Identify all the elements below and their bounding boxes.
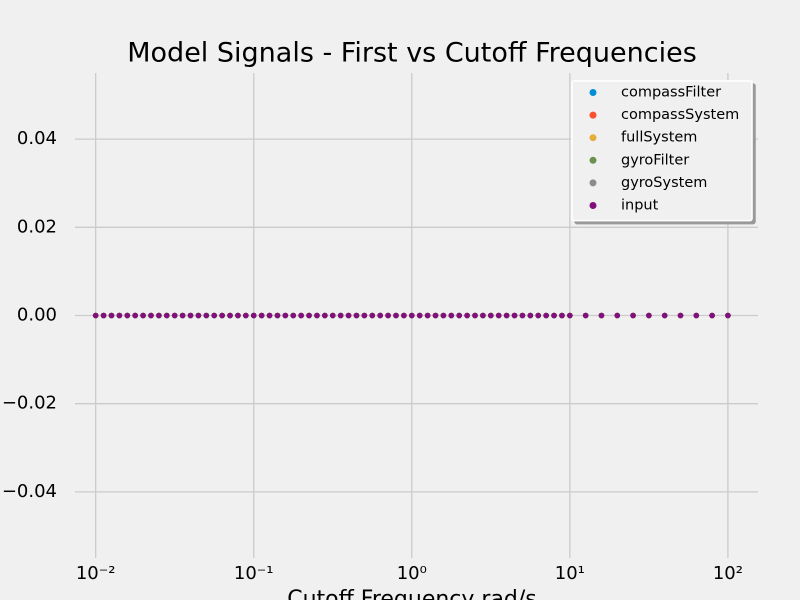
legend-label: gyroSystem: [621, 175, 707, 191]
legend-label: gyroFilter: [621, 152, 689, 168]
point: [630, 312, 636, 319]
point: [408, 312, 415, 319]
point: [243, 312, 249, 319]
point: [258, 312, 265, 319]
point: [361, 312, 368, 319]
point: [140, 312, 146, 319]
point: [266, 312, 273, 319]
point: [211, 312, 218, 319]
y-tick-label: 0.02: [17, 216, 57, 237]
y-tick-label: 0.04: [17, 128, 57, 149]
point: [100, 312, 107, 319]
point: [274, 312, 281, 319]
y-tick-label: 0.00: [17, 305, 57, 326]
legend-label: fullSystem: [621, 130, 697, 146]
point: [535, 312, 542, 319]
point: [116, 312, 123, 319]
x-tick-label: 10⁻¹: [234, 563, 274, 584]
legend-marker: [589, 111, 597, 119]
point: [646, 312, 652, 319]
legend-box: [571, 80, 753, 222]
point: [614, 312, 621, 319]
legend-marker: [589, 156, 597, 164]
point: [488, 312, 494, 319]
point: [598, 312, 605, 319]
point: [345, 312, 352, 319]
point: [92, 312, 99, 319]
point: [156, 312, 162, 319]
legend-label: input: [621, 198, 659, 214]
point: [511, 312, 518, 319]
y-tick-label: −0.04: [2, 481, 57, 502]
point: [464, 312, 470, 319]
point: [132, 312, 138, 319]
point: [495, 312, 502, 319]
x-tick-label: 10¹: [555, 563, 585, 584]
point: [432, 312, 439, 319]
point: [503, 312, 510, 319]
point: [282, 312, 289, 319]
point: [677, 312, 684, 319]
point: [725, 312, 731, 319]
point: [377, 312, 383, 319]
point: [559, 312, 565, 319]
point: [369, 312, 376, 319]
point: [227, 312, 233, 319]
point: [298, 312, 304, 319]
point: [456, 312, 463, 319]
point: [551, 312, 557, 319]
point: [250, 312, 257, 319]
point: [709, 312, 715, 319]
point: [329, 312, 336, 319]
legend-marker: [589, 134, 597, 142]
point: [108, 312, 115, 319]
point: [393, 312, 399, 319]
point: [290, 312, 297, 319]
legend-label: compassFilter: [621, 85, 721, 101]
point: [306, 312, 312, 319]
legend-label: compassSystem: [621, 107, 739, 123]
x-tick-label: 10⁰: [397, 563, 427, 584]
point: [424, 312, 431, 319]
point: [480, 312, 486, 319]
y-tick-label: −0.02: [2, 393, 57, 414]
point: [527, 312, 534, 319]
point: [661, 312, 668, 319]
point: [353, 312, 360, 319]
chart-title: Model Signals - First vs Cutoff Frequenc…: [127, 38, 697, 69]
x-axis-label: Cutoff Frequency rad/s: [287, 587, 537, 600]
point: [519, 312, 526, 319]
point: [314, 312, 320, 319]
point: [187, 312, 194, 319]
point: [385, 312, 391, 319]
point: [163, 312, 170, 319]
point: [448, 312, 455, 319]
point: [195, 312, 202, 319]
point: [416, 312, 423, 319]
point: [124, 312, 131, 319]
point: [203, 312, 210, 319]
point: [567, 312, 573, 319]
legend-marker: [589, 89, 597, 96]
point: [219, 312, 225, 319]
point: [543, 312, 549, 319]
point: [235, 312, 241, 319]
point: [693, 312, 700, 319]
x-tick-label: 10²: [713, 563, 743, 584]
legend-marker: [589, 202, 597, 209]
x-tick-label: 10⁻²: [76, 563, 116, 584]
point: [337, 312, 344, 319]
point: [401, 312, 407, 319]
point: [148, 312, 154, 319]
point: [171, 312, 178, 319]
point: [440, 312, 447, 319]
point: [322, 312, 328, 319]
point: [472, 312, 478, 319]
legend-marker: [589, 179, 597, 187]
point: [582, 312, 589, 319]
point: [179, 312, 186, 319]
